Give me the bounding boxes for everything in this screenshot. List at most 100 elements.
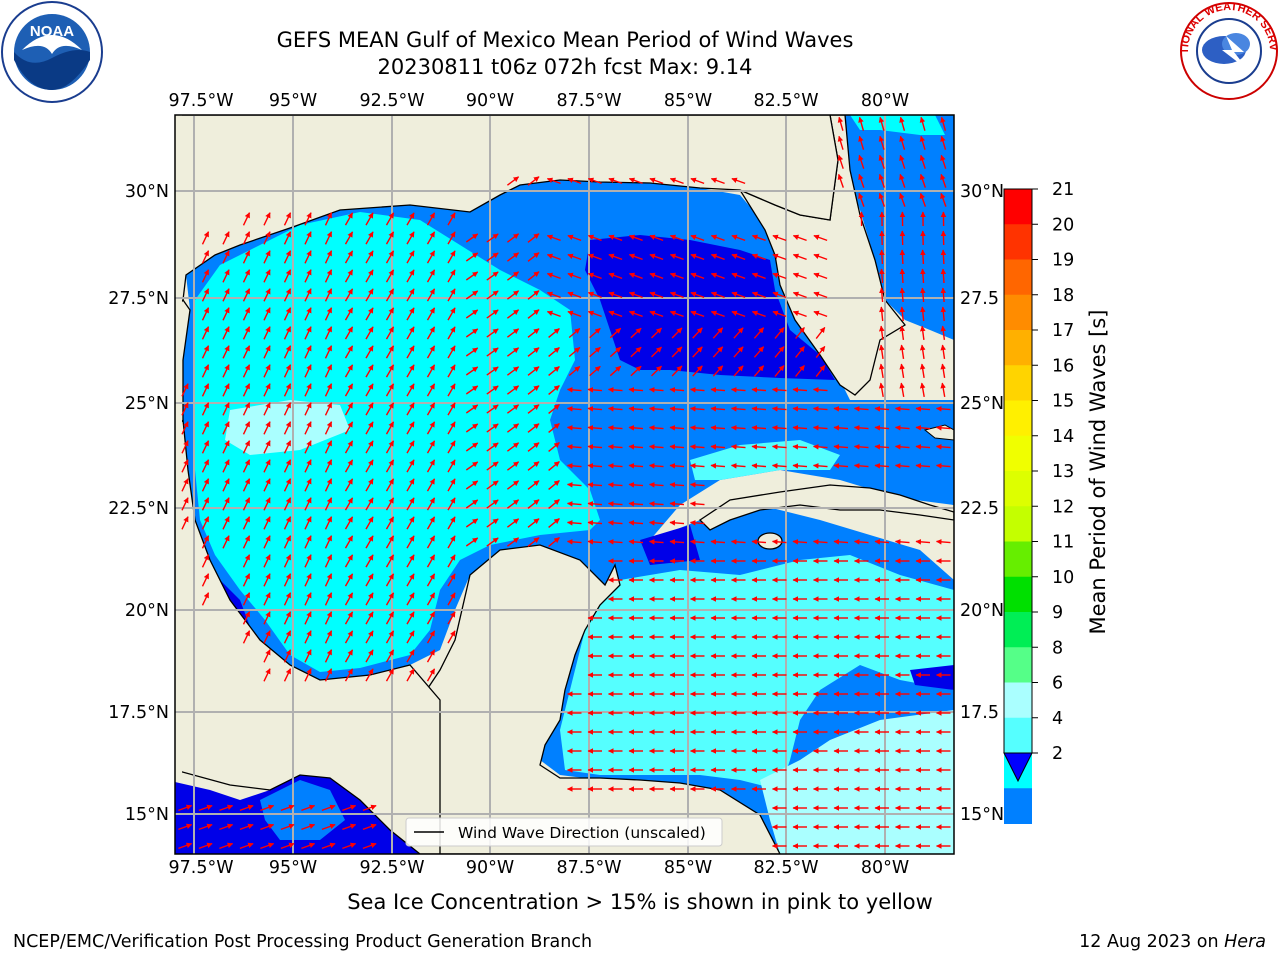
wind-arrow [324,649,333,663]
wind-arrow [385,269,395,283]
wind-arrow [344,326,354,340]
wind-arrow [753,346,765,358]
wind-arrow [628,482,644,488]
wind-arrow [486,461,499,471]
wind-arrow [527,499,540,509]
wind-arrow [447,383,456,397]
wind-arrow [263,478,271,492]
colorbar-segment [1004,400,1032,437]
wind-arrow [628,444,644,450]
colorbar-tick-label: 12 [1052,497,1074,517]
wind-arrow [365,554,374,568]
wind-arrow [940,116,947,131]
wind-arrow [242,573,251,587]
wind-arrow [263,630,271,644]
colorbar-tick-label: 17 [1052,321,1074,341]
wind-arrow [486,518,499,528]
wind-arrow [324,668,333,682]
wind-arrow [669,177,684,185]
wind-arrow [587,272,602,280]
wind-arrow [671,327,683,339]
wind-arrow [940,344,946,360]
wind-arrow [710,177,725,185]
wind-arrow [263,288,271,302]
wind-arrow [607,463,623,469]
wind-arrow [283,326,292,340]
wind-arrow [385,554,395,568]
wind-wave-direction-arrows [178,116,951,850]
wind-arrow [669,291,684,299]
footer-host: Hera [1224,932,1266,952]
wind-arrow [242,630,251,644]
colorbar-segment [1004,294,1032,331]
wind-arrow [242,497,251,511]
wind-arrow [751,272,766,280]
wind-arrow [263,516,271,530]
wind-arrow [344,402,354,416]
wind-arrow [365,250,374,264]
wind-arrow [222,497,230,511]
wind-arrow [344,592,354,606]
wind-arrow [920,287,926,303]
gulf-water-cyan [193,212,600,672]
top-lon-tick-label: 90°W [466,91,514,111]
wind-arrow [385,288,395,302]
wind-arrow [201,440,210,454]
wind-arrow [365,630,374,644]
wind-arrow [940,135,947,150]
wind-arrow [919,382,926,398]
isle-of-youth [757,532,783,550]
wind-arrow [506,309,520,319]
wind-arrow [260,842,275,850]
wind-arrow [242,535,251,549]
wind-arrow [304,402,312,416]
wind-arrow [878,325,885,340]
wind-arrow [587,425,603,431]
wind-arrow [548,404,560,414]
wind-arrow [527,309,540,319]
wind-arrow [853,539,869,545]
wind-arrow [648,501,664,507]
wind-arrow [813,291,828,299]
wind-arrow [406,402,415,416]
wind-arrow [730,539,746,545]
wind-arrow [465,537,479,547]
wind-arrow [324,573,333,587]
wind-arrow [712,346,724,358]
wind-arrow [222,307,230,321]
wind-arrow [669,387,685,393]
colorbar-segment [1004,435,1032,472]
wind-arrow [385,250,395,264]
wind-arrow [219,842,234,850]
wind-arrow [669,482,685,488]
wind-arrow [651,346,662,358]
wind-arrow [365,307,374,321]
wind-arrow [385,364,395,378]
wind-arrow [751,291,766,299]
wind-arrow [342,842,357,850]
wind-arrow [263,592,271,606]
wind-arrow [222,288,230,302]
wind-arrow [879,306,885,322]
wind-arrow [690,253,705,261]
wind-arrow [242,611,251,625]
colorbar-segment [1004,788,1032,824]
wind-arrow [628,387,644,393]
wind-arrow [465,461,479,471]
wind-arrow [692,365,703,377]
wind-arrow [874,463,890,469]
wind-arrow [628,425,644,431]
wind-arrow [506,537,520,547]
wind-arrow [548,366,560,376]
colorbar-tick-label: 13 [1052,462,1074,482]
wind-arrow [566,406,582,412]
wind-arrow [648,482,664,488]
wind-arrow [920,306,926,322]
wind-arrow [280,842,295,850]
wind-arrow [385,307,395,321]
wind-arrow [812,463,828,469]
colorbar-segment [1004,541,1032,578]
wind-arrow [894,425,910,431]
wind-arrow [566,444,582,450]
wind-arrow [447,307,456,321]
